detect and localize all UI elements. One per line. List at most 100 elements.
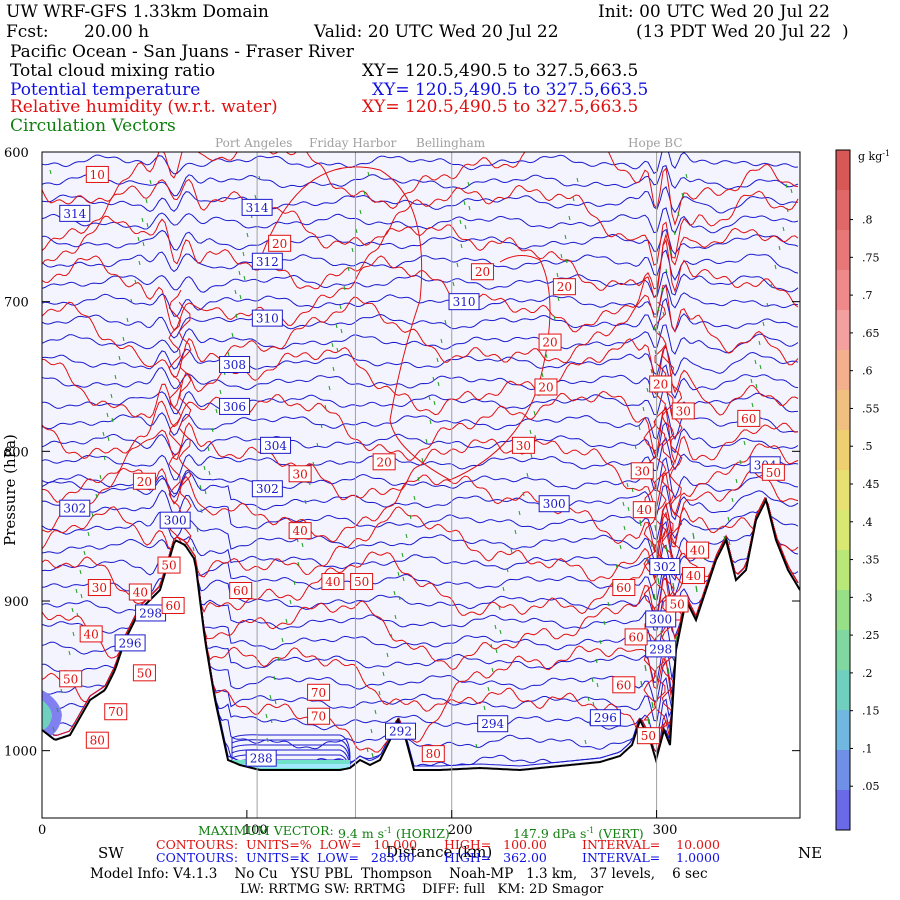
rh-label-box	[632, 501, 656, 519]
circulation-vector	[274, 699, 277, 705]
colorbar-label: .15	[862, 705, 880, 718]
circulation-vector	[235, 313, 238, 319]
circulation-vector	[553, 315, 556, 321]
colorbar-swatch	[836, 670, 850, 711]
colorbar-label: .35	[862, 554, 880, 567]
circulation-vector	[506, 567, 509, 573]
theta-label-box	[448, 293, 480, 311]
colorbar-swatch	[836, 470, 850, 511]
rh-contour-line	[42, 238, 799, 333]
circulation-vector	[331, 342, 334, 348]
colorbar-swatch	[836, 710, 850, 751]
theta-label: 308	[223, 358, 246, 372]
model-title: UW WRF-GFS 1.33km Domain	[6, 2, 269, 22]
circulation-vector	[111, 417, 114, 423]
circulation-vector	[518, 510, 521, 516]
rh-label: 50	[669, 597, 684, 611]
rh-label-box	[686, 541, 710, 559]
place-hope: Hope BC	[628, 136, 683, 150]
region-title: Pacific Ocean - San Juans - Fraser River	[10, 42, 354, 62]
circulation-vector	[266, 737, 269, 743]
theta-label-box	[245, 749, 277, 767]
circulation-vector	[340, 328, 343, 334]
circulation-vector	[533, 410, 536, 416]
rh-label: 70	[311, 710, 326, 724]
circulation-vector	[596, 682, 599, 688]
circulation-vector	[137, 236, 140, 242]
circulation-vector	[265, 713, 268, 719]
rh-label: 20	[538, 380, 553, 394]
circulation-vector	[374, 709, 377, 715]
circulation-vector	[363, 190, 366, 196]
circulation-vector	[786, 207, 789, 213]
theta-label: 302	[63, 502, 86, 516]
model-physics: LW: RRTMG SW: RRTMG DIFF: full KM: 2D Sm…	[240, 882, 604, 897]
circulation-vector	[355, 228, 358, 234]
rh-label: 20	[272, 237, 287, 251]
theta-label: 302	[256, 482, 279, 496]
theta-contour-line	[42, 207, 799, 234]
circulation-vector	[475, 743, 478, 749]
colorbar-label: .05	[862, 780, 880, 793]
circulation-vector	[692, 532, 695, 540]
rh-label-box	[132, 472, 156, 490]
circulation-vector	[246, 232, 249, 238]
rh-label-box	[538, 333, 562, 351]
circulation-vector	[576, 177, 579, 183]
circulation-vector	[270, 718, 273, 724]
rh-label-box	[636, 727, 660, 745]
theta-contour-line	[42, 249, 799, 281]
circulation-vector	[56, 707, 59, 713]
circulation-vector	[405, 533, 408, 539]
circulation-vector	[498, 605, 501, 611]
colorbar-swatch	[836, 590, 850, 631]
terrain-fill	[42, 500, 800, 818]
theta-label: 302	[653, 560, 676, 574]
theta-label-box	[251, 480, 283, 498]
colorbar-swatch	[836, 430, 850, 471]
circulation-vector	[242, 251, 245, 257]
circulation-vector	[619, 544, 622, 550]
rh-label: 20	[542, 336, 557, 350]
circulation-vector	[464, 224, 467, 230]
direction-right: NE	[798, 844, 823, 862]
forecast-label: Fcst:	[6, 22, 49, 42]
theta-label-box	[114, 634, 146, 652]
circulation-vector	[728, 540, 731, 546]
circulation-vector	[667, 667, 670, 675]
circulation-vector	[370, 728, 373, 734]
circulation-vector	[463, 200, 466, 206]
circulation-vector	[293, 580, 296, 586]
circulation-vector	[301, 542, 304, 548]
circulation-vector	[584, 739, 587, 745]
circulation-vector	[456, 262, 459, 268]
circulation-vector	[234, 289, 237, 295]
circulation-vector	[413, 495, 416, 501]
cloud-layer	[232, 764, 350, 768]
circulation-vector	[273, 675, 276, 681]
theta-label: 296	[594, 711, 617, 725]
circulation-vector	[425, 438, 428, 444]
circulation-vector	[76, 612, 79, 618]
circulation-vector	[735, 478, 738, 484]
rh-contour-high: HIGH= 100.00	[444, 837, 547, 852]
circulation-vector	[130, 298, 133, 304]
circulation-vector	[545, 353, 548, 359]
circulation-vector	[468, 205, 471, 211]
colorbar-label: .1	[862, 742, 873, 755]
theta-contour-high: HIGH= 362.00	[444, 850, 547, 865]
theta-label: 300	[543, 497, 566, 511]
circulation-vector	[522, 491, 525, 497]
rh-label: 80	[426, 747, 441, 761]
circulation-vector	[409, 514, 412, 520]
valid-time: Valid: 20 UTC Wed 20 Jul 22	[314, 22, 559, 42]
circulation-vector	[502, 586, 505, 592]
rh-label: 60	[628, 630, 643, 644]
circulation-vector	[651, 701, 654, 709]
circulation-vector	[401, 552, 404, 558]
circulation-vector	[657, 577, 660, 585]
rh-label-box	[321, 573, 345, 591]
rh-label-box	[87, 579, 111, 597]
circulation-vector	[681, 192, 684, 198]
circulation-vector	[658, 330, 661, 336]
